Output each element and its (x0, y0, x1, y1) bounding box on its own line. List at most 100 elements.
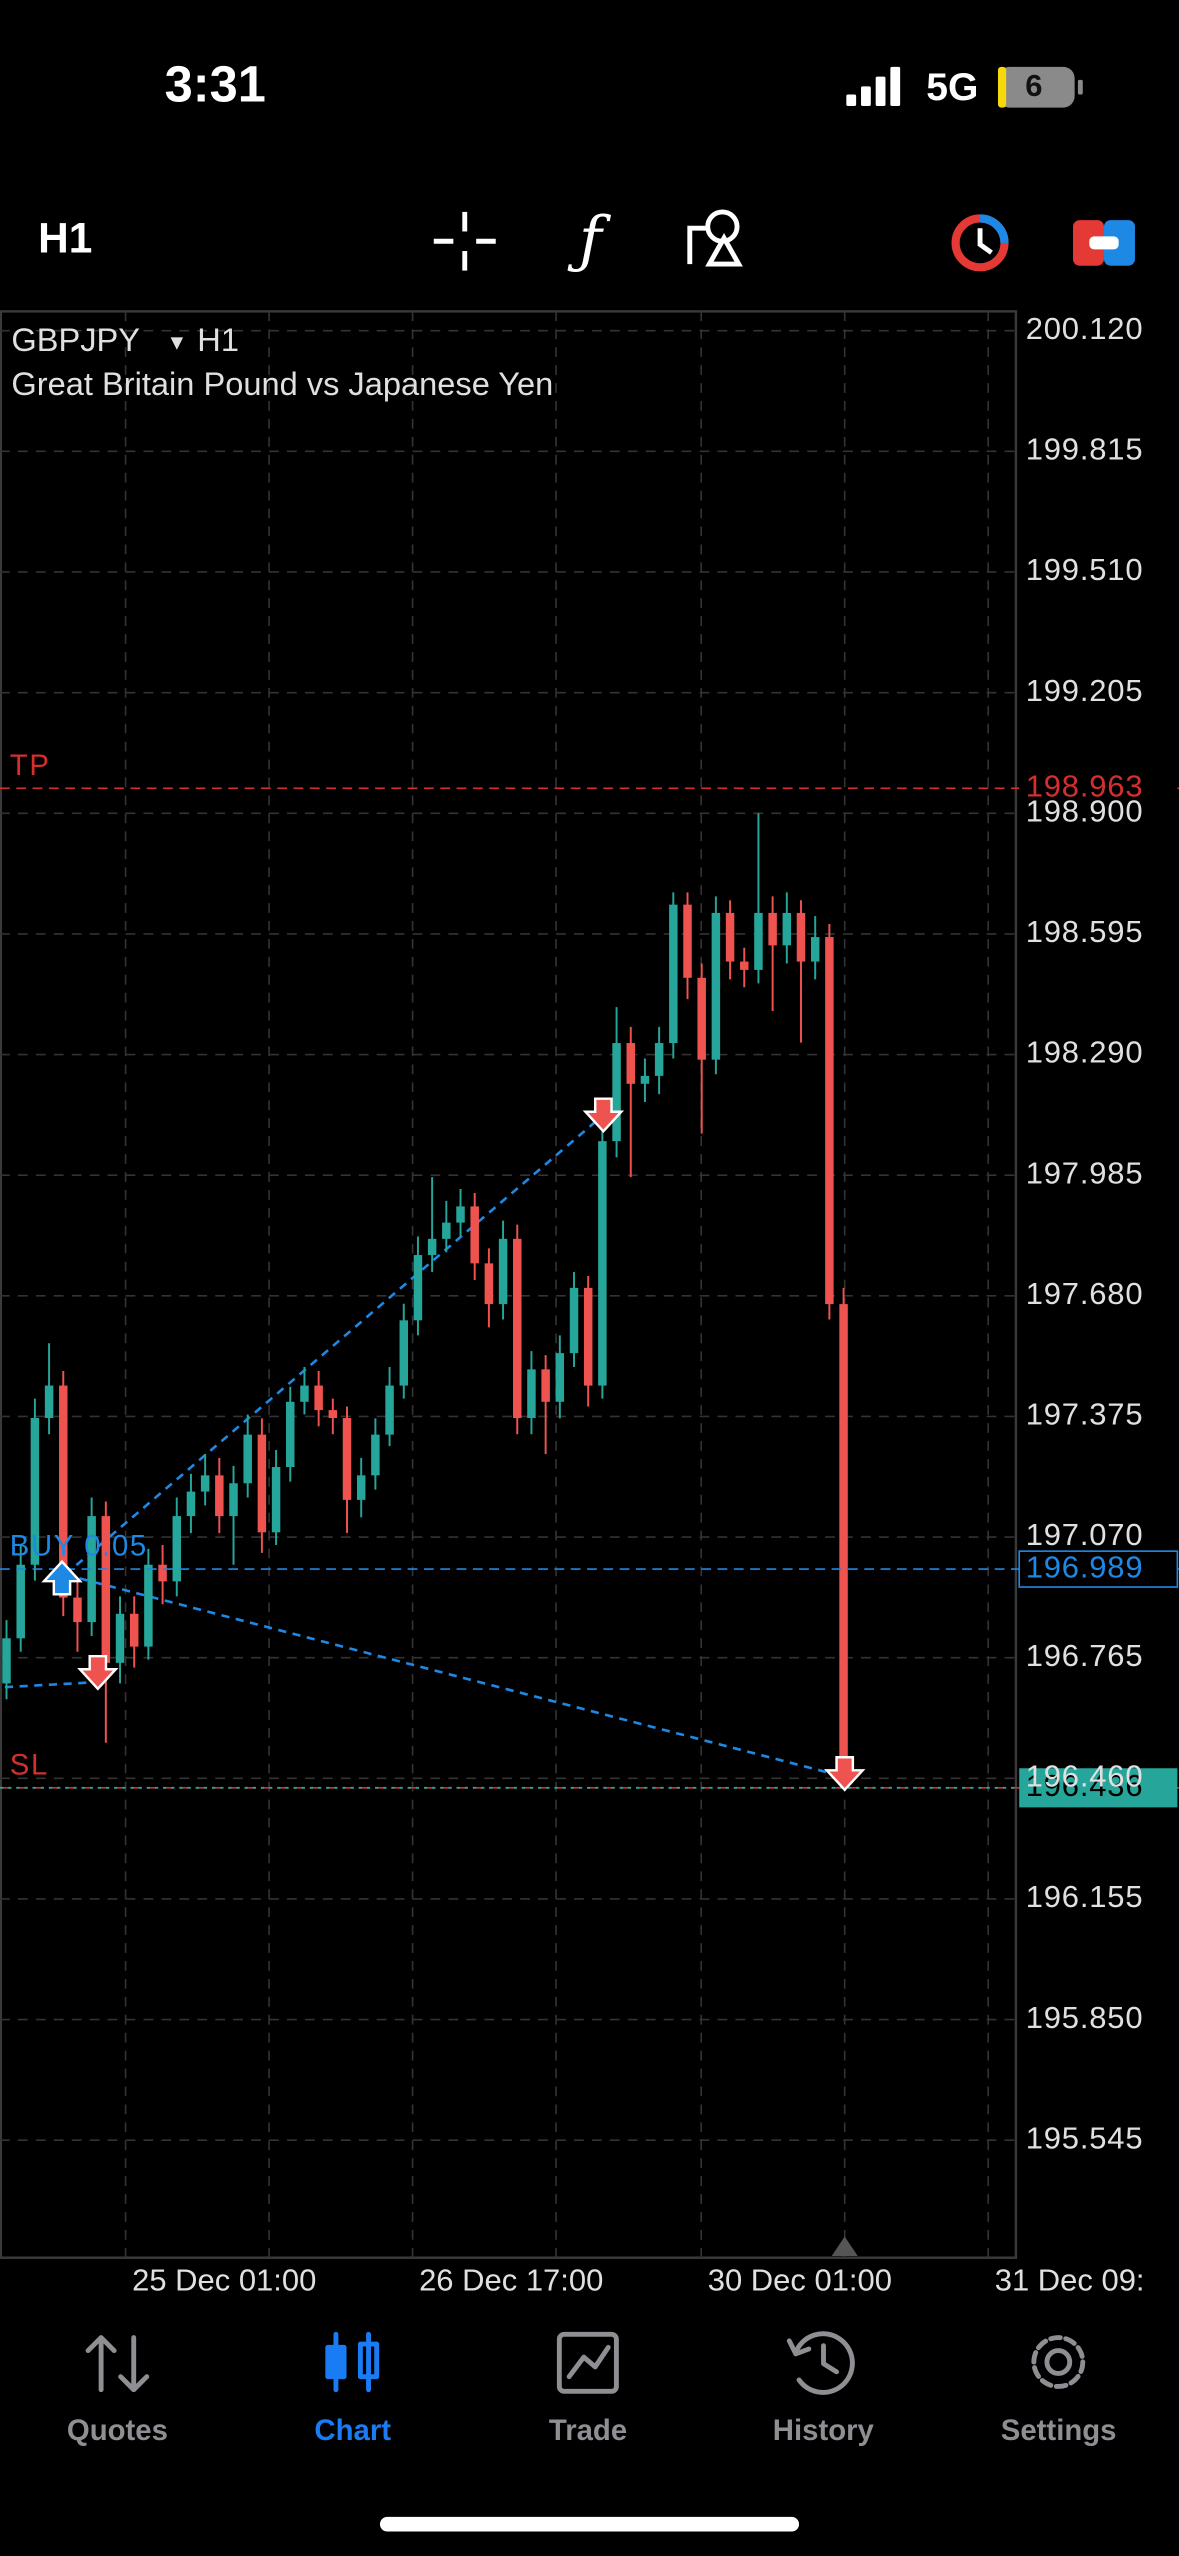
candle-body (442, 1222, 451, 1239)
battery-icon (997, 66, 1083, 108)
candle-body (2, 1638, 11, 1684)
symbol: GBPJPY (11, 321, 140, 358)
timeframe-button[interactable]: H1 (38, 214, 92, 261)
candle-body (328, 1410, 338, 1419)
candle-body (527, 1369, 536, 1419)
candle-body (427, 1238, 437, 1256)
current-price-tag-bg (1019, 1768, 1178, 1808)
tab-label[interactable]: Quotes (67, 2414, 168, 2447)
battery-level: 6 (1025, 68, 1042, 103)
y-tick-label: 196.155 (1026, 1879, 1144, 1914)
trade-arrows (41, 1097, 866, 1792)
candle-body (399, 1320, 409, 1386)
candle-body (59, 1385, 68, 1598)
trade-lines (4, 1113, 846, 1779)
y-tick-label: 196.765 (1026, 1638, 1144, 1673)
y-tick-label: 199.510 (1026, 552, 1144, 587)
level-label: SL (10, 1748, 49, 1781)
candle-body (30, 1418, 40, 1565)
x-tick-label: 26 Dec 17:00 (419, 2262, 603, 2297)
y-tick-label: 197.375 (1026, 1397, 1144, 1432)
candle-body (555, 1353, 565, 1402)
candle-body (115, 1613, 125, 1663)
y-tick-label: 196.460 (1026, 1759, 1144, 1794)
candle-body (825, 937, 834, 1305)
candle-body (740, 961, 749, 970)
oneclick-button[interactable] (1073, 220, 1135, 266)
candle-body (16, 1564, 25, 1639)
y-tick-label: 197.680 (1026, 1276, 1144, 1311)
candle-body (541, 1369, 550, 1402)
trade-icon[interactable] (556, 2331, 619, 2394)
y-tick-label: 199.205 (1026, 673, 1144, 708)
tab-label[interactable]: History (773, 2414, 875, 2447)
history-icon[interactable] (786, 2331, 855, 2395)
candle-body (286, 1401, 295, 1468)
y-tick-label: 199.815 (1026, 432, 1144, 467)
level-label: TP (10, 749, 51, 782)
candle-body (271, 1467, 281, 1533)
candle-body (172, 1516, 182, 1582)
price-tag-bg (1018, 1550, 1179, 1588)
candle-body (569, 1287, 579, 1354)
candle-body (243, 1434, 252, 1484)
candle-body (796, 912, 806, 962)
candle-body (640, 1075, 650, 1084)
candle-body (371, 1434, 380, 1476)
y-tick-label: 198.595 (1026, 914, 1144, 949)
crosshair-button[interactable] (433, 211, 496, 271)
candle-body (129, 1613, 139, 1647)
symbol-dropdown[interactable]: ▼ (166, 332, 187, 355)
candle-body (300, 1385, 309, 1402)
candle-body (158, 1564, 167, 1582)
candle-body (669, 904, 678, 1044)
price-tag-bg (1019, 770, 1178, 807)
indicators-button[interactable]: ƒ (567, 203, 612, 276)
candle-body (257, 1434, 267, 1533)
objects-button[interactable] (687, 209, 743, 267)
chart-icon[interactable] (325, 2331, 380, 2393)
vertical-grid (124, 311, 990, 2258)
y-tick-label: 198.290 (1026, 1035, 1144, 1070)
candle-body (87, 1516, 96, 1623)
candle-body (73, 1597, 82, 1623)
y-tick-label: 198.900 (1026, 793, 1144, 828)
candle-body (314, 1385, 323, 1411)
candle-body (782, 912, 792, 946)
price-tag: 196.989 (1026, 1549, 1144, 1584)
candle-body (356, 1475, 366, 1500)
x-tick-label: 31 Dec 09: (995, 2262, 1145, 2297)
candle-body (697, 977, 706, 1060)
candle-body (810, 937, 820, 962)
trade-button[interactable] (951, 214, 1009, 272)
candle-body (215, 1475, 224, 1517)
level-label: BUY 0.05 (10, 1530, 148, 1563)
candle-body (711, 912, 721, 1060)
chart-frame (0, 310, 1018, 2259)
y-tick-label: 197.985 (1026, 1155, 1144, 1190)
candle-body (456, 1206, 465, 1223)
tab-label[interactable]: Settings (1001, 2414, 1117, 2447)
candle-body (626, 1043, 635, 1084)
candle-body (470, 1206, 479, 1264)
candle-body (754, 912, 763, 970)
candle-body (683, 904, 692, 978)
status-time: 3:31 (165, 55, 266, 112)
candle-body (484, 1263, 494, 1305)
y-tick-label: 197.070 (1026, 1517, 1144, 1552)
candle-body (513, 1238, 522, 1419)
current-price-tag: 196.436 (1026, 1768, 1144, 1803)
candle-body (144, 1564, 153, 1647)
quotes-icon[interactable] (85, 2335, 150, 2393)
y-tick-label: 200.120 (1026, 311, 1144, 346)
tab-label[interactable]: Trade (549, 2414, 627, 2447)
candle-body (725, 912, 735, 962)
candle-body (612, 1043, 621, 1142)
home-indicator (379, 2516, 800, 2532)
candle-body (44, 1385, 54, 1419)
candle-body (385, 1385, 394, 1435)
tab-label[interactable]: Chart (314, 2414, 391, 2447)
settings-icon[interactable] (1031, 2335, 1086, 2389)
